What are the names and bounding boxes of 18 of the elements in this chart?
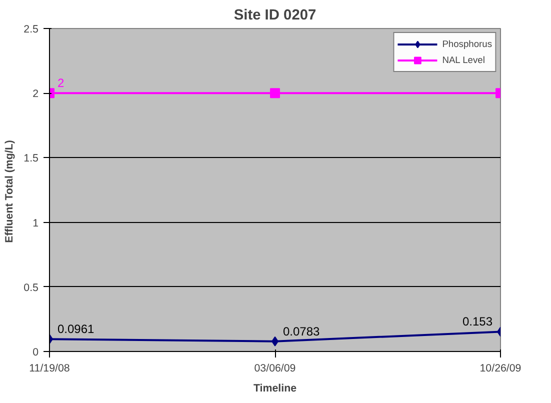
y-tick-label: 2: [32, 88, 39, 100]
x-axis-title: Timeline: [253, 382, 297, 394]
y-axis-title: Effluent Total (mg/L): [4, 140, 16, 243]
x-tick-label: 11/19/08: [29, 362, 70, 374]
y-tick-label: 1.5: [24, 152, 39, 165]
legend-label: NAL Level: [442, 54, 485, 67]
y-tick-label: 0: [32, 346, 39, 358]
data-label: 0.0961: [58, 322, 95, 336]
data-label: 2: [58, 76, 64, 90]
x-tick-label: 03/06/09: [254, 362, 296, 374]
y-tick-label: 0.5: [24, 282, 39, 294]
x-tick-label: 10/26/09: [480, 362, 522, 374]
chart-title: Site ID 0207: [234, 8, 316, 24]
data-label: 0.153: [462, 314, 493, 329]
data-label: 0.0783: [283, 324, 320, 338]
y-tick-label: 2.5: [24, 24, 39, 36]
y-tick-label: 1: [32, 217, 39, 230]
legend-label: Phosphorus: [442, 38, 492, 51]
